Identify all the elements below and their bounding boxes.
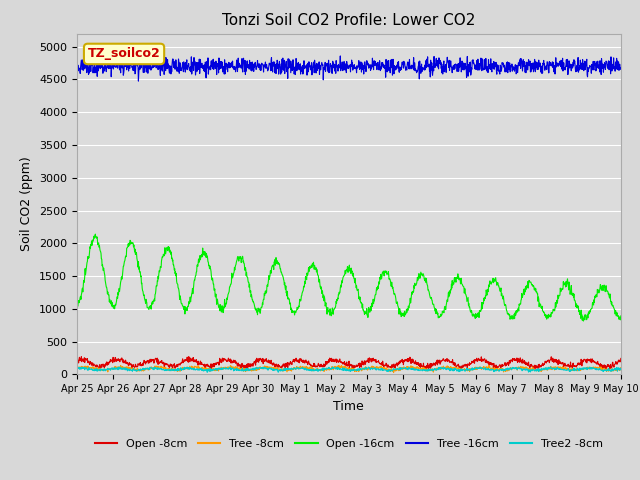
Tree2 -8cm: [255, 365, 263, 371]
X-axis label: Time: Time: [333, 400, 364, 413]
Open -16cm: [195, 260, 202, 266]
Tree -16cm: [617, 65, 625, 71]
Tree -16cm: [195, 63, 202, 69]
Tree -8cm: [434, 367, 442, 372]
Open -8cm: [207, 368, 214, 373]
Tree2 -8cm: [434, 366, 442, 372]
Open -16cm: [255, 309, 263, 314]
Open -8cm: [77, 354, 85, 360]
Tree -16cm: [434, 64, 442, 70]
Tree -16cm: [255, 65, 263, 71]
Open -8cm: [617, 356, 625, 361]
Tree -8cm: [255, 365, 262, 371]
Open -8cm: [434, 357, 442, 363]
Line: Tree2 -8cm: Tree2 -8cm: [77, 367, 621, 372]
Tree2 -8cm: [617, 366, 625, 372]
Tree -8cm: [194, 364, 202, 370]
Line: Open -16cm: Open -16cm: [77, 234, 621, 321]
Open -16cm: [580, 318, 588, 324]
Open -16cm: [617, 313, 625, 319]
Open -8cm: [195, 358, 202, 364]
Tree -16cm: [134, 78, 142, 84]
Tree -16cm: [182, 69, 189, 75]
Tree2 -8cm: [180, 367, 188, 372]
Open -16cm: [181, 311, 189, 317]
Tree -16cm: [553, 61, 561, 67]
Open -16cm: [92, 231, 99, 237]
Tree2 -8cm: [194, 367, 202, 373]
Open -16cm: [553, 300, 561, 306]
Open -16cm: [505, 311, 513, 316]
Tree2 -8cm: [73, 364, 81, 370]
Tree2 -8cm: [547, 364, 554, 370]
Tree2 -8cm: [204, 370, 211, 375]
Title: Tonzi Soil CO2 Profile: Lower CO2: Tonzi Soil CO2 Profile: Lower CO2: [222, 13, 476, 28]
Open -16cm: [434, 312, 442, 317]
Tree -8cm: [553, 364, 561, 370]
Line: Tree -16cm: Tree -16cm: [77, 55, 621, 81]
Tree -8cm: [505, 368, 513, 373]
Open -8cm: [553, 360, 561, 366]
Tree -16cm: [505, 60, 513, 66]
Tree -8cm: [73, 365, 81, 371]
Open -8cm: [73, 360, 81, 365]
Legend: Open -8cm, Tree -8cm, Open -16cm, Tree -16cm, Tree2 -8cm: Open -8cm, Tree -8cm, Open -16cm, Tree -…: [90, 434, 607, 454]
Y-axis label: Soil CO2 (ppm): Soil CO2 (ppm): [20, 156, 33, 252]
Open -8cm: [505, 361, 513, 367]
Tree -16cm: [73, 63, 81, 69]
Tree -8cm: [337, 362, 345, 368]
Tree2 -8cm: [505, 367, 513, 372]
Line: Tree -8cm: Tree -8cm: [77, 365, 621, 372]
Open -8cm: [255, 357, 263, 363]
Tree -16cm: [107, 52, 115, 58]
Tree -8cm: [617, 365, 625, 371]
Line: Open -8cm: Open -8cm: [77, 357, 621, 371]
Open -8cm: [181, 357, 189, 362]
Open -16cm: [73, 303, 81, 309]
Tree -8cm: [180, 366, 188, 372]
Tree2 -8cm: [553, 366, 561, 372]
Text: TZ_soilco2: TZ_soilco2: [88, 48, 161, 60]
Tree -8cm: [390, 370, 397, 375]
